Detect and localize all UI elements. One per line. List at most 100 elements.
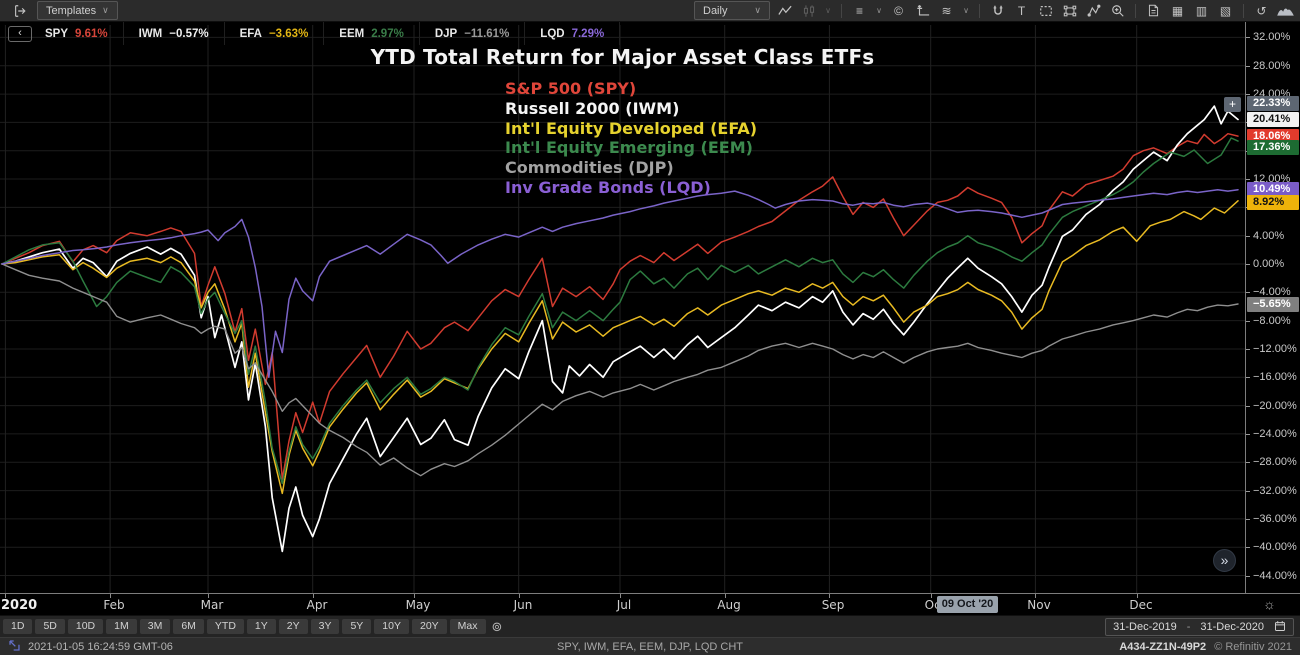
ticker-item-lqd[interactable]: LQD 7.29% (540, 22, 621, 45)
ticker-item-spy[interactable]: SPY 9.61% (45, 22, 124, 45)
y-tick (1246, 462, 1250, 463)
refinitiv-logo[interactable] (1276, 2, 1295, 19)
ticker-item-djp[interactable]: DJP −11.61% (434, 22, 526, 45)
axis-scale-icon[interactable] (913, 2, 932, 19)
y-tick-label: 32.00% (1253, 31, 1291, 43)
period-button-10d[interactable]: 10D (67, 619, 104, 634)
collapse-panel-icon[interactable] (10, 2, 29, 19)
interval-dropdown[interactable]: Daily ∨ (694, 1, 770, 20)
legend-item: Int'l Equity Developed (EFA) (505, 118, 758, 138)
series-line-lqd (1, 188, 1239, 379)
draw-polyline-icon[interactable] (1084, 2, 1103, 19)
chevron-down-icon: ∨ (754, 5, 761, 15)
x-axis[interactable]: ☼ 2020 Feb Mar Apr May Jun Jul Aug Sep Oct Nov Dec 0… (0, 593, 1300, 615)
layers-chevron-icon[interactable]: ∨ (876, 5, 882, 15)
calendar-icon[interactable] (1274, 620, 1286, 635)
popout-flag-icon[interactable] (8, 639, 21, 655)
y-tick-label: −12.00% (1253, 343, 1297, 355)
x-axis-label: Sep (821, 598, 845, 612)
y-tick-label: −44.00% (1253, 570, 1297, 582)
status-code: A434-ZZ1N-49P2 (1119, 640, 1207, 653)
y-tick (1246, 236, 1250, 237)
table-view-icon[interactable]: ▦ (1171, 3, 1184, 18)
y-tick-label: 4.00% (1253, 230, 1285, 242)
period-button-1y[interactable]: 1Y (246, 619, 276, 634)
ticker-value: 7.29% (571, 27, 605, 40)
period-toolbar: 1D 5D 10D 1M 3M 6M YTD 1Y 2Y 3Y 5Y 10Y 20Y Max ⊚ 31-D… (0, 615, 1300, 637)
y-tick (1246, 94, 1250, 95)
indicators-icon[interactable]: ≋ (941, 3, 952, 18)
period-button-1m[interactable]: 1M (106, 619, 137, 634)
ticker-symbol: DJP (434, 27, 458, 40)
ticker-symbol: SPY (45, 27, 69, 40)
x-axis-label: May (405, 598, 431, 612)
ticker-value: −0.57% (169, 27, 209, 40)
period-button-3m[interactable]: 3M (139, 619, 171, 634)
undo-icon[interactable]: ↺ (1256, 3, 1267, 18)
last-value-badge: 17.36% (1247, 140, 1299, 155)
corporate-events-icon[interactable]: © (894, 3, 903, 18)
period-button-2y[interactable]: 2Y (278, 619, 308, 634)
last-value-badge: 22.33% (1247, 96, 1299, 111)
expand-button[interactable]: » (1213, 549, 1236, 572)
y-tick (1246, 179, 1250, 180)
axis-settings-gear-icon[interactable]: ☼ (1263, 596, 1276, 612)
period-options-icon[interactable]: ⊚ (491, 619, 503, 634)
x-axis-label: Feb (103, 598, 125, 612)
ticker-value: −3.63% (268, 27, 309, 40)
text-annotation-icon[interactable]: T (1017, 3, 1026, 18)
zoom-in-icon[interactable] (1108, 2, 1127, 19)
y-axis[interactable]: 32.00%28.00%24.00%20.00%16.00%12.00%8.00… (1245, 22, 1300, 593)
magnet-icon[interactable] (988, 2, 1007, 19)
export-report-icon[interactable] (1144, 2, 1163, 19)
y-tick-label: −36.00% (1253, 513, 1297, 525)
layers-icon[interactable]: ≡ (855, 3, 863, 18)
x-tick (519, 594, 520, 598)
period-button-ytd[interactable]: YTD (206, 619, 244, 634)
chart-type-line-icon[interactable] (775, 2, 794, 19)
templates-dropdown[interactable]: Templates ∨ (37, 1, 118, 20)
date-range-separator: - (1186, 621, 1191, 633)
toolbar-separator (979, 3, 980, 18)
period-button-5y[interactable]: 5Y (342, 619, 372, 634)
x-tick (725, 594, 726, 598)
chart-legend: S&P 500 (SPY) Russell 2000 (IWM) Int'l Equ… (505, 79, 757, 198)
x-tick (1137, 594, 1138, 598)
x-tick (1035, 594, 1036, 598)
candle-chevron-icon[interactable]: ∨ (825, 5, 831, 15)
series-line-spy (1, 132, 1239, 480)
side-panel-icon[interactable]: ▥ (1195, 3, 1208, 18)
y-tick-label: 0.00% (1253, 258, 1285, 270)
toolbar-separator (1135, 3, 1136, 18)
last-value-badge: 20.41% (1247, 112, 1299, 127)
x-axis-label: Jun (513, 598, 533, 612)
transform-box-icon[interactable] (1060, 2, 1079, 19)
period-button-max[interactable]: Max (449, 619, 486, 634)
chart-board-icon[interactable]: ▧ (1219, 3, 1232, 18)
selection-box-icon[interactable] (1036, 2, 1055, 19)
y-tick (1246, 321, 1250, 322)
x-axis-label: Apr (306, 598, 328, 612)
back-arrow-button[interactable]: ‹ (8, 25, 32, 42)
toolbar-separator (841, 3, 842, 18)
price-chart[interactable] (0, 22, 1245, 593)
ticker-item-efa[interactable]: EFA −3.63% (240, 22, 325, 45)
series-line-eem (1, 137, 1239, 485)
last-value-badge: 8.92% (1247, 195, 1299, 210)
y-tick (1246, 349, 1250, 350)
indicators-chevron-icon[interactable]: ∨ (963, 5, 969, 15)
period-button-10y[interactable]: 10Y (374, 619, 409, 634)
y-tick-label: −16.00% (1253, 371, 1297, 383)
period-button-3y[interactable]: 3Y (310, 619, 340, 634)
period-button-5d[interactable]: 5D (35, 619, 65, 634)
status-timestamp: 2021-01-05 16:24:59 GMT-06 (28, 640, 173, 653)
x-axis-label: Jul (616, 598, 632, 612)
period-button-6m[interactable]: 6M (173, 619, 204, 634)
period-button-20y[interactable]: 20Y (411, 619, 447, 634)
ticker-item-iwm[interactable]: IWM −0.57% (139, 22, 225, 45)
date-range-picker[interactable]: 31-Dec-2019 - 31-Dec-2020 (1105, 618, 1294, 636)
period-button-1d[interactable]: 1D (3, 619, 33, 634)
ticker-item-eem[interactable]: EEM 2.97% (339, 22, 420, 45)
y-tick (1246, 406, 1250, 407)
chart-type-candle-icon[interactable] (799, 2, 818, 19)
